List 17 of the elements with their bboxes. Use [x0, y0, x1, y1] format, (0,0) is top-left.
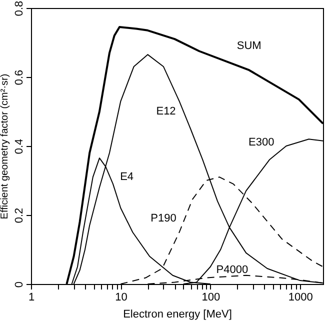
x-axis-title: Electron energy [MeV]	[123, 308, 232, 320]
series-label: E12	[156, 106, 176, 118]
series-label: E300	[248, 136, 274, 149]
x-tick-label: 1	[28, 292, 35, 304]
y-axis-title: Efficient geometry factor (cm²·sr)	[0, 74, 10, 220]
x-tick-label: 100	[202, 292, 220, 304]
y-tick-label: 0	[14, 281, 26, 288]
y-tick-label: 0.6	[14, 70, 26, 86]
series-label: P4000	[216, 264, 248, 276]
series-label: E4	[120, 171, 134, 184]
y-tick-label: 0.2	[14, 208, 26, 224]
x-tick-label: 1000	[288, 292, 313, 304]
series-label: SUM	[236, 40, 262, 52]
x-tick-label: 10	[115, 292, 128, 304]
y-tick-label: 0.8	[14, 0, 26, 16]
series-label: P190	[150, 212, 176, 224]
y-tick-label: 0.4	[14, 138, 26, 154]
